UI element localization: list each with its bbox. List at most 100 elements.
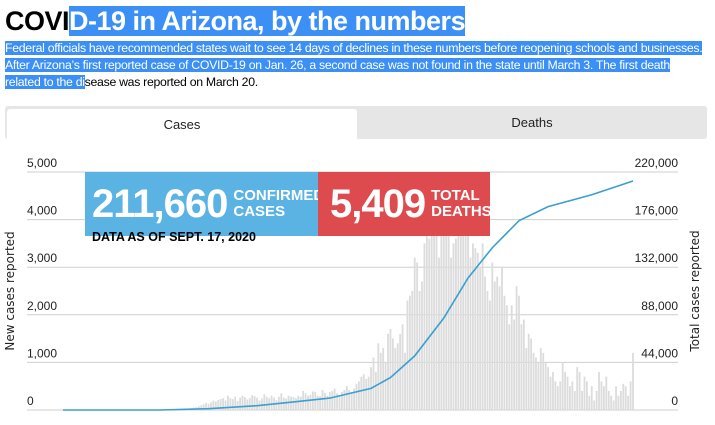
new-cases-bar (515, 286, 518, 410)
new-cases-bar (256, 397, 258, 410)
new-cases-bar (280, 393, 283, 410)
new-cases-bar (469, 257, 472, 410)
new-cases-bar (399, 333, 402, 410)
description: Federal officials have recommended state… (5, 40, 705, 91)
new-cases-bar (326, 395, 329, 410)
new-cases-bar (459, 229, 462, 410)
tab-cases[interactable]: Cases (7, 109, 357, 139)
new-cases-bar (396, 343, 399, 410)
new-cases-bar (270, 395, 273, 410)
y-tick-label: 2,000 (27, 299, 57, 313)
new-cases-bar (358, 381, 360, 410)
new-cases-bar (520, 324, 523, 410)
new-cases-bar (598, 371, 600, 410)
new-cases-bar (212, 400, 215, 410)
new-cases-bar (508, 324, 511, 410)
new-cases-bar (467, 224, 469, 410)
new-cases-bar (527, 333, 530, 410)
y-tick-label: 4,000 (27, 204, 57, 218)
new-cases-bar (333, 388, 336, 410)
y2-tick-label: 0 (671, 394, 678, 408)
y2-tick-label: 132,000 (635, 251, 679, 265)
new-cases-bar (236, 400, 239, 410)
new-cases-bar (627, 395, 630, 410)
y-tick-label: 0 (27, 394, 34, 408)
new-cases-bar (292, 397, 295, 410)
new-cases-bar (430, 224, 433, 410)
new-cases-bar (581, 390, 583, 410)
new-cases-bar (360, 376, 363, 410)
new-cases-bar (619, 390, 622, 410)
y2-tick-label: 88,000 (641, 299, 678, 313)
new-cases-bar (321, 390, 324, 410)
new-cases-bar (365, 379, 368, 410)
new-cases-bar (450, 257, 452, 410)
new-cases-bar (355, 383, 358, 410)
new-cases-bar (260, 398, 263, 410)
new-cases-bar (244, 397, 246, 410)
new-cases-bar (578, 371, 581, 410)
new-cases-bar (535, 357, 537, 410)
new-cases-bar (464, 210, 467, 410)
new-cases-bar (530, 338, 533, 410)
new-cases-bar (544, 362, 547, 410)
new-cases-bar (452, 243, 455, 410)
new-cases-bar (624, 386, 627, 410)
new-cases-bar (496, 276, 499, 410)
y2-tick-label: 220,000 (635, 156, 679, 170)
new-cases-bar (617, 395, 620, 410)
new-cases-bar (324, 392, 326, 410)
new-cases-bar (573, 390, 576, 410)
y2-axis-label: Total cases reported (688, 230, 702, 352)
new-cases-bar (510, 305, 513, 410)
new-cases-bar (372, 357, 375, 410)
new-cases-bar (525, 348, 528, 410)
tab-bar: Cases Deaths (5, 106, 707, 139)
new-cases-bar (549, 376, 552, 410)
new-cases-bar (214, 401, 217, 410)
new-cases-bar (595, 390, 598, 410)
new-cases-bar (197, 406, 200, 410)
new-cases-bar (311, 391, 314, 410)
new-cases-bar (564, 371, 566, 410)
confirmed-cases-label: CONFIRMED CASES (233, 188, 324, 220)
new-cases-bar (263, 394, 266, 410)
confirmed-cases-box: 211,660 CONFIRMED CASES (85, 172, 324, 236)
new-cases-bar (275, 400, 278, 410)
new-cases-bar (583, 376, 586, 410)
new-cases-bar (472, 243, 474, 410)
new-cases-bar (304, 393, 307, 410)
new-cases-bar (231, 399, 234, 410)
new-cases-bar (241, 395, 244, 410)
new-cases-bar (569, 386, 571, 410)
new-cases-bar (493, 281, 496, 410)
new-cases-bar (265, 396, 268, 410)
new-cases-bar (586, 381, 588, 410)
tab-deaths[interactable]: Deaths (511, 115, 553, 130)
new-cases-bar (440, 195, 443, 410)
new-cases-bar (532, 352, 535, 410)
new-cases-bar (547, 367, 550, 410)
new-cases-bar (389, 329, 392, 410)
new-cases-bar (319, 396, 322, 410)
new-cases-bar (503, 295, 506, 410)
new-cases-bar (362, 374, 365, 410)
new-cases-bar (413, 257, 416, 410)
new-cases-bar (602, 386, 605, 410)
new-cases-bar (248, 398, 251, 410)
new-cases-bar (316, 395, 319, 410)
new-cases-bar (338, 395, 341, 410)
new-cases-bar (246, 399, 249, 410)
new-cases-bar (253, 396, 256, 410)
new-cases-bar (210, 402, 212, 410)
new-cases-bar (423, 243, 426, 410)
new-cases-bar (474, 248, 477, 410)
new-cases-bar (498, 286, 501, 410)
new-cases-bar (488, 300, 491, 410)
new-cases-bar (539, 348, 542, 410)
new-cases-bar (227, 395, 229, 410)
total-deaths-value: 5,409 (330, 181, 426, 226)
new-cases-bar (505, 305, 508, 410)
new-cases-bar (556, 386, 559, 410)
new-cases-bar (404, 352, 406, 410)
